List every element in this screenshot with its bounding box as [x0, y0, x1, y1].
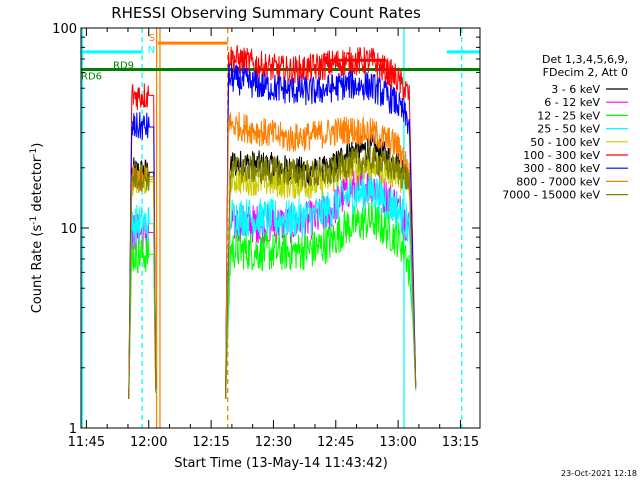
generated-timestamp: 23-Oct-2021 12:18	[561, 469, 637, 478]
legend-entry-label: 6 - 12 keV	[544, 96, 600, 109]
n-flag-label: N	[148, 45, 155, 56]
y-tick-label: 100	[52, 22, 77, 37]
legend-entry-label: 7000 - 15000 keV	[502, 189, 600, 202]
legend-entry-label: 12 - 25 keV	[537, 109, 600, 122]
legend: Det 1,3,4,5,6,9, FDecim 2, Att 0 3 - 6 k…	[502, 53, 628, 202]
legend-entry-label: 50 - 100 keV	[530, 136, 600, 149]
series-7000-15000kev	[128, 145, 417, 399]
legend-entry-label: 25 - 50 keV	[537, 123, 600, 136]
series-line	[128, 83, 157, 399]
x-tick-label: 13:15	[442, 435, 479, 450]
x-tick-label: 12:45	[317, 435, 354, 450]
axes-layer: 11:45 12:00 12:15 12:30 12:45 13:00 13:15 1 10 10…	[52, 22, 480, 450]
series-line	[225, 151, 417, 399]
legend-header-decimation: FDecim 2, Att 0	[543, 66, 628, 79]
series-line	[128, 112, 157, 399]
series-line	[128, 204, 157, 399]
series-line	[225, 168, 417, 399]
y-tick-label: 1	[69, 422, 77, 437]
x-axis-label: Start Time (13-May-14 11:43:42)	[174, 456, 388, 471]
rd9-label: RD9	[113, 61, 134, 72]
legend-header-detectors: Det 1,3,4,5,6,9,	[542, 53, 628, 66]
plot-frame	[80, 27, 481, 429]
series-300-800kev	[128, 63, 417, 399]
series-line	[225, 111, 417, 399]
legend-entry-label: 300 - 800 keV	[523, 162, 600, 175]
series-line	[225, 63, 417, 399]
series-layer	[128, 45, 417, 399]
x-tick-label: 12:00	[130, 435, 167, 450]
x-tick-label: 13:00	[379, 435, 416, 450]
series-line	[128, 164, 157, 399]
chart-title: RHESSI Observing Summary Count Rates	[111, 4, 421, 22]
rd6-label: RD6	[81, 72, 102, 83]
legend-entry-label: 100 - 300 keV	[523, 149, 600, 162]
legend-entry-label: 3 - 6 keV	[551, 83, 600, 96]
x-tick-label: 12:30	[255, 435, 292, 450]
legend-entry-label: 800 - 7000 keV	[516, 175, 600, 188]
x-tick-label: 11:45	[68, 435, 105, 450]
s-flag-label: S	[149, 33, 155, 44]
series-800-7000kev	[128, 111, 417, 399]
y-tick-label: 10	[60, 222, 77, 237]
series-25-50kev	[128, 172, 417, 399]
y-axis-label-group: Count Rate (s-1 detector-1)	[29, 143, 45, 314]
series-line	[225, 145, 417, 399]
x-tick-label: 12:15	[192, 435, 229, 450]
series-line	[225, 201, 417, 399]
series-line	[225, 172, 417, 399]
series-line	[128, 163, 157, 399]
y-axis-label: Count Rate (s-1 detector-1)	[29, 143, 45, 314]
